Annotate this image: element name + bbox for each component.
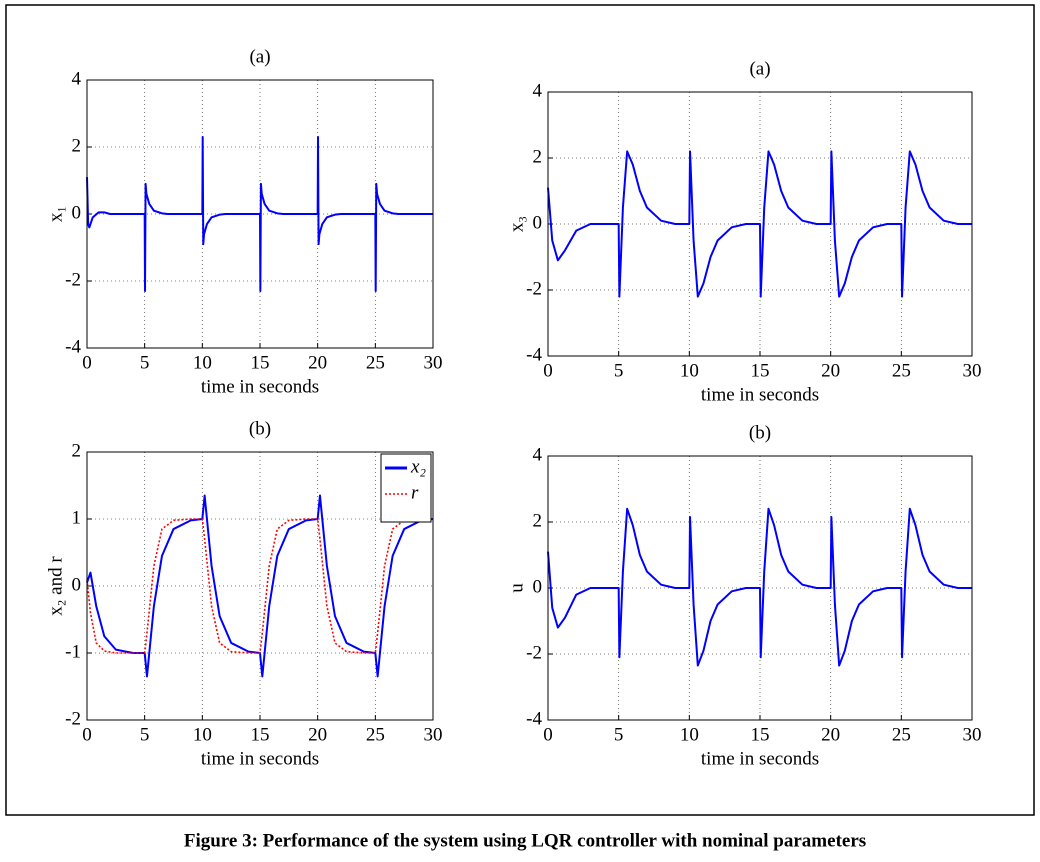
y-tick-label: 2 (533, 146, 543, 167)
y-tick-label: -4 (65, 336, 81, 357)
series-line (547, 150, 972, 298)
x-axis-label: time in seconds (701, 748, 819, 769)
chart-title: (a) (749, 58, 770, 79)
y-tick-label: 0 (533, 212, 543, 233)
chart-title: (a) (249, 46, 270, 67)
y-tick-label: -4 (526, 344, 542, 365)
caption: Figure 3: Performance of the system usin… (184, 830, 866, 851)
y-axis-label: x₂ and r (45, 556, 66, 616)
y-tick-label: -2 (526, 278, 542, 299)
y-axis-label: x₃ (506, 216, 527, 232)
x-tick-label: 25 (366, 724, 385, 745)
y-tick-label: 0 (533, 576, 543, 597)
x-tick-label: 25 (366, 352, 385, 373)
x-tick-label: 30 (424, 352, 443, 373)
legend-box (380, 453, 432, 523)
x-tick-label: 0 (543, 724, 553, 745)
y-tick-label: 4 (72, 68, 82, 89)
y-tick-label: 2 (533, 510, 543, 531)
y-tick-label: 2 (72, 440, 82, 461)
frame (5, 4, 1035, 816)
series-line (86, 135, 433, 293)
x-tick-label: 15 (251, 352, 270, 373)
y-tick-label: -1 (65, 641, 81, 662)
y-tick-label: -2 (65, 708, 81, 729)
x-tick-label: 20 (821, 724, 840, 745)
y-axis-label: x₁ (45, 206, 66, 222)
axes-box (547, 91, 973, 357)
chart-title: (b) (749, 422, 771, 443)
x-tick-label: 30 (424, 724, 443, 745)
x-tick-label: 30 (963, 724, 982, 745)
x-tick-label: 10 (680, 360, 699, 381)
x-tick-label: 5 (614, 360, 624, 381)
x-tick-label: 25 (892, 724, 911, 745)
y-tick-label: 4 (533, 80, 543, 101)
axes-box (86, 79, 434, 349)
legend-label: r (411, 482, 419, 503)
x-tick-label: 0 (543, 360, 553, 381)
x-axis-label: time in seconds (701, 384, 819, 405)
y-tick-label: 1 (72, 507, 82, 528)
x-tick-label: 20 (308, 352, 327, 373)
x-axis-label: time in seconds (201, 376, 319, 397)
x-tick-label: 5 (614, 724, 624, 745)
x-tick-label: 10 (680, 724, 699, 745)
legend-label: x₂ (410, 456, 426, 477)
axes-box (547, 455, 973, 721)
y-axis-label: u (506, 583, 527, 593)
y-tick-label: 0 (72, 574, 82, 595)
series-line (86, 518, 433, 654)
x-tick-label: 20 (308, 724, 327, 745)
x-tick-label: 0 (82, 724, 92, 745)
axes-box (86, 451, 434, 721)
x-tick-label: 10 (193, 352, 212, 373)
x-tick-label: 5 (140, 352, 150, 373)
x-tick-label: 15 (751, 360, 770, 381)
series-line (547, 507, 972, 667)
y-tick-label: 2 (72, 135, 82, 156)
x-tick-label: 20 (821, 360, 840, 381)
x-tick-label: 5 (140, 724, 150, 745)
y-tick-label: -2 (65, 269, 81, 290)
x-tick-label: 15 (751, 724, 770, 745)
x-axis-label: time in seconds (201, 748, 319, 769)
x-tick-label: 25 (892, 360, 911, 381)
chart-title: (b) (249, 418, 271, 439)
x-tick-label: 30 (963, 360, 982, 381)
x-tick-label: 15 (251, 724, 270, 745)
x-tick-label: 0 (82, 352, 92, 373)
y-tick-label: 0 (72, 202, 82, 223)
y-tick-label: 4 (533, 444, 543, 465)
y-tick-label: -2 (526, 642, 542, 663)
x-tick-label: 10 (193, 724, 212, 745)
y-tick-label: -4 (526, 708, 542, 729)
